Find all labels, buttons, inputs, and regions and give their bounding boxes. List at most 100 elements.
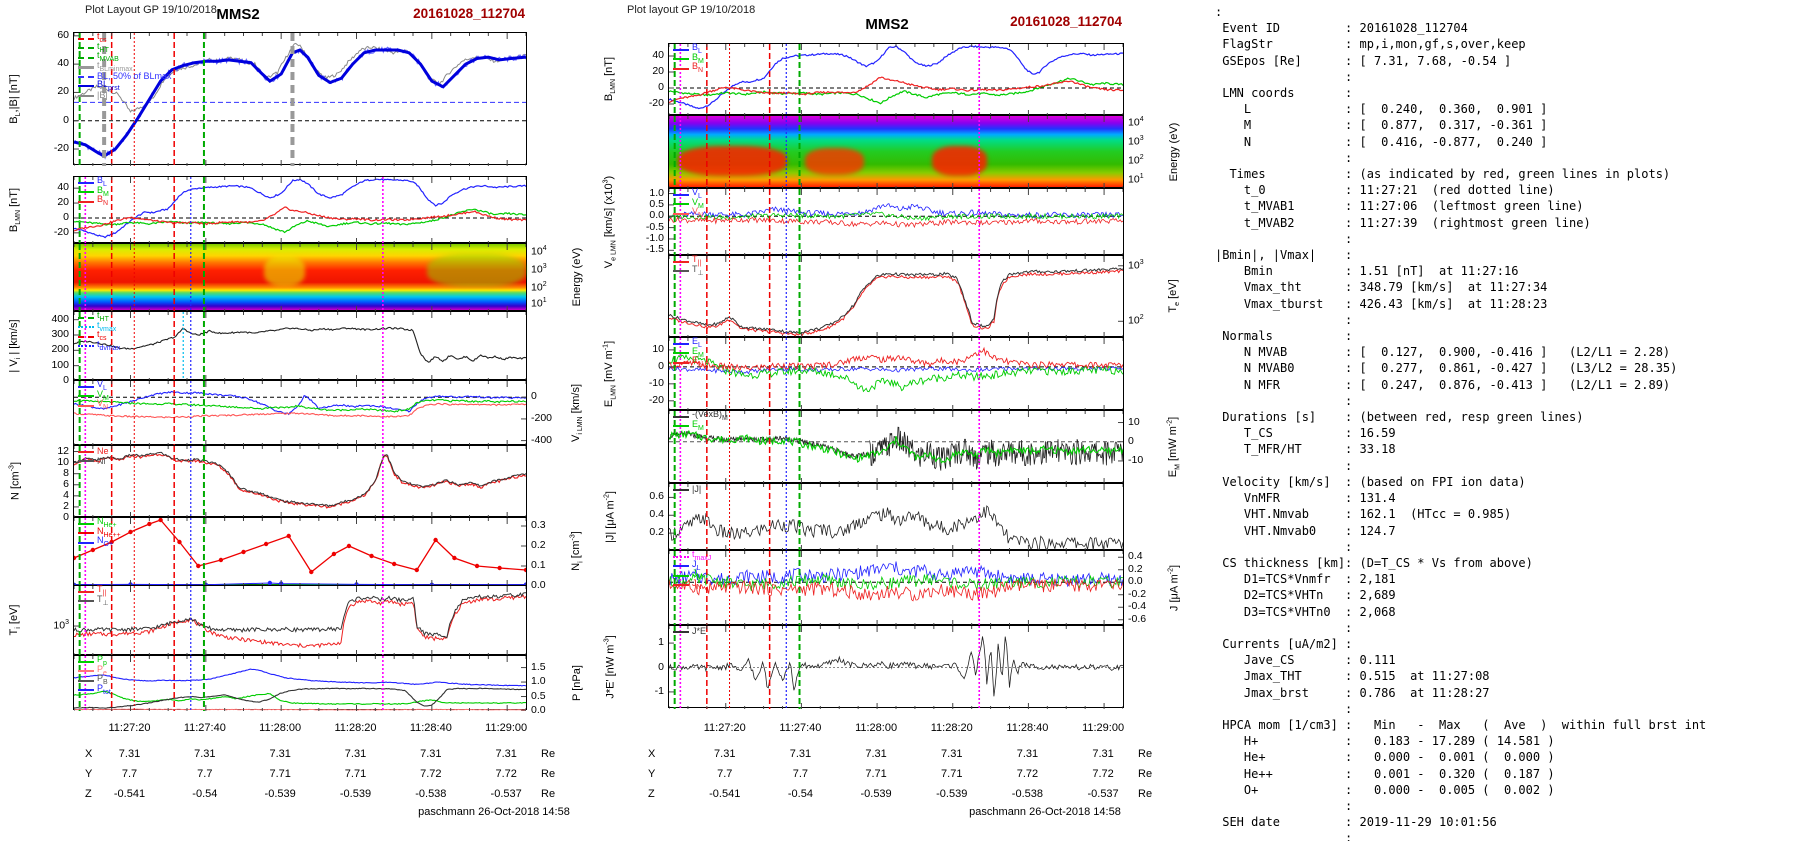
legend-label: tHT <box>97 310 109 324</box>
legend-item: BM <box>78 185 109 198</box>
position-value: 7.31 <box>1092 748 1114 760</box>
axis-tick: 102 <box>1128 314 1144 327</box>
axis-tick: 103 <box>531 262 547 276</box>
position-value: 7.31 <box>194 748 216 760</box>
legend-item: tmaxJ <box>673 549 712 563</box>
axis-tick: 0.0 <box>649 209 664 222</box>
legend-line-sample <box>673 58 689 61</box>
axis-tick: 6 <box>63 477 69 490</box>
plot-layout-header-middle: Plot layout GP 19/10/2018 <box>627 4 756 16</box>
legend-label: VM <box>97 388 109 402</box>
legend-item: tdvmax <box>78 339 120 352</box>
position-value: -0.539 <box>936 788 968 800</box>
panel-vexb-m: -(VexB)M EM <box>668 410 1124 484</box>
position-row-label: X <box>85 748 93 760</box>
axis-tick: 102 <box>1128 154 1144 167</box>
series-VN <box>74 402 526 419</box>
axis-tick: 1.0 <box>649 186 664 199</box>
series-TePerp <box>669 267 1123 334</box>
series-JL <box>669 561 1123 588</box>
axis-tick: 20 <box>57 196 69 209</box>
position-value: 7.72 <box>1016 768 1039 780</box>
panel-ion-spectrogram <box>73 243 527 312</box>
legend-density: Ne Ni <box>78 447 109 466</box>
position-value: -0.541 <box>709 788 741 800</box>
axis-tick: -1 <box>654 684 664 697</box>
legend-label: VL <box>97 379 107 393</box>
position-value: 7.31 <box>714 748 736 760</box>
series-Jmag <box>669 505 1123 551</box>
legend-label: VN <box>692 206 704 220</box>
axis-label-bl-absb: BL,|B| [nT] <box>7 73 23 124</box>
legend-label: T⊥ <box>97 593 109 607</box>
time-tick-label: 11:28:40 <box>1006 722 1049 734</box>
legend-ve-lmn: VL VM VN <box>673 187 704 220</box>
legend-item: BN <box>673 62 704 74</box>
footer-left: paschmann 26-Oct-2018 14:58 <box>418 806 570 818</box>
position-value: -0.538 <box>415 788 447 800</box>
position-value: 7.71 <box>344 768 367 780</box>
legend-label: tmaxJ <box>692 549 712 563</box>
axis-tick: 0.2 <box>649 526 664 539</box>
legend-item: NHe++ <box>78 526 121 539</box>
legend-item: Ptot <box>78 682 111 696</box>
plot-layout-header-left: Plot Layout GP 19/10/2018 <box>85 4 217 16</box>
legend-item: BM <box>673 51 704 65</box>
position-unit: Re <box>1138 768 1153 780</box>
panel-minor-ions: NHe+ NHe++ NO+ <box>73 517 527 586</box>
legend-line-sample <box>78 181 94 184</box>
legend-item: VN <box>673 206 704 220</box>
axis-tick: 101 <box>1128 173 1144 186</box>
axis-tick: 12 <box>57 444 69 457</box>
legend-item: T⊥ <box>78 593 109 607</box>
legend-line-sample <box>673 260 689 263</box>
axis-tick: 103 <box>1128 135 1144 148</box>
axis-tick: 0 <box>1128 434 1134 447</box>
axis-tick: 10 <box>1128 415 1140 428</box>
legend-label: VL <box>692 187 702 201</box>
time-tick-label: 11:28:20 <box>930 722 973 734</box>
legend-label: EN <box>692 355 704 369</box>
axis-tick: 1.5 <box>531 660 546 673</box>
legend-line-sample <box>78 345 94 348</box>
position-value: 7.31 <box>420 748 442 760</box>
axis-tick: -20 <box>53 225 69 238</box>
axis-tick: -0.5 <box>645 220 664 233</box>
legend-label: BM <box>692 51 704 65</box>
legend-label: |J| <box>692 484 702 495</box>
axis-tick: 0.0 <box>1128 575 1143 588</box>
legend-label: T|| <box>692 254 702 268</box>
legend-line-sample <box>673 415 689 418</box>
legend-label: BLprst <box>97 78 120 92</box>
position-value: 7.71 <box>269 768 291 780</box>
position-value: -0.537 <box>490 788 522 800</box>
panel-j-lmn: tmaxJ JL JM JN <box>668 549 1124 626</box>
legend-jdote: J*E' <box>673 627 708 637</box>
legend-line-sample <box>673 555 689 558</box>
legend-label: tcs <box>97 329 107 343</box>
axis-tick: 0.3 <box>531 519 546 531</box>
legend-label: J*E' <box>692 626 708 637</box>
position-value: -0.537 <box>1087 788 1119 800</box>
legend-vexb-m: -(VexB)M EM <box>673 410 728 432</box>
axis-tick: 0.6 <box>649 490 664 503</box>
axis-label-jdote: J*E' [nW m-3] <box>603 634 617 699</box>
legend-item: BN <box>78 195 109 207</box>
spectrogram-blob <box>426 253 526 287</box>
axis-tick: 40 <box>57 57 69 70</box>
legend-label: Ptot <box>97 682 111 696</box>
axis-tick: 1.0 <box>531 675 546 688</box>
legend-line-sample <box>78 689 94 692</box>
legend-item: JN <box>673 578 711 591</box>
legend-label: tBLminmax <box>97 59 133 73</box>
time-tick-label: 11:27:40 <box>779 722 822 734</box>
legend-item: T|| <box>673 254 704 268</box>
legend-line-sample <box>673 630 689 633</box>
legend-item: EM <box>673 419 728 432</box>
legend-item: PB <box>78 674 111 686</box>
series-EN <box>669 346 1123 372</box>
axis-tick: -10 <box>1128 453 1144 466</box>
axis-tick: 102 <box>531 280 547 294</box>
figure-title-middle: MMS2 <box>865 16 909 33</box>
